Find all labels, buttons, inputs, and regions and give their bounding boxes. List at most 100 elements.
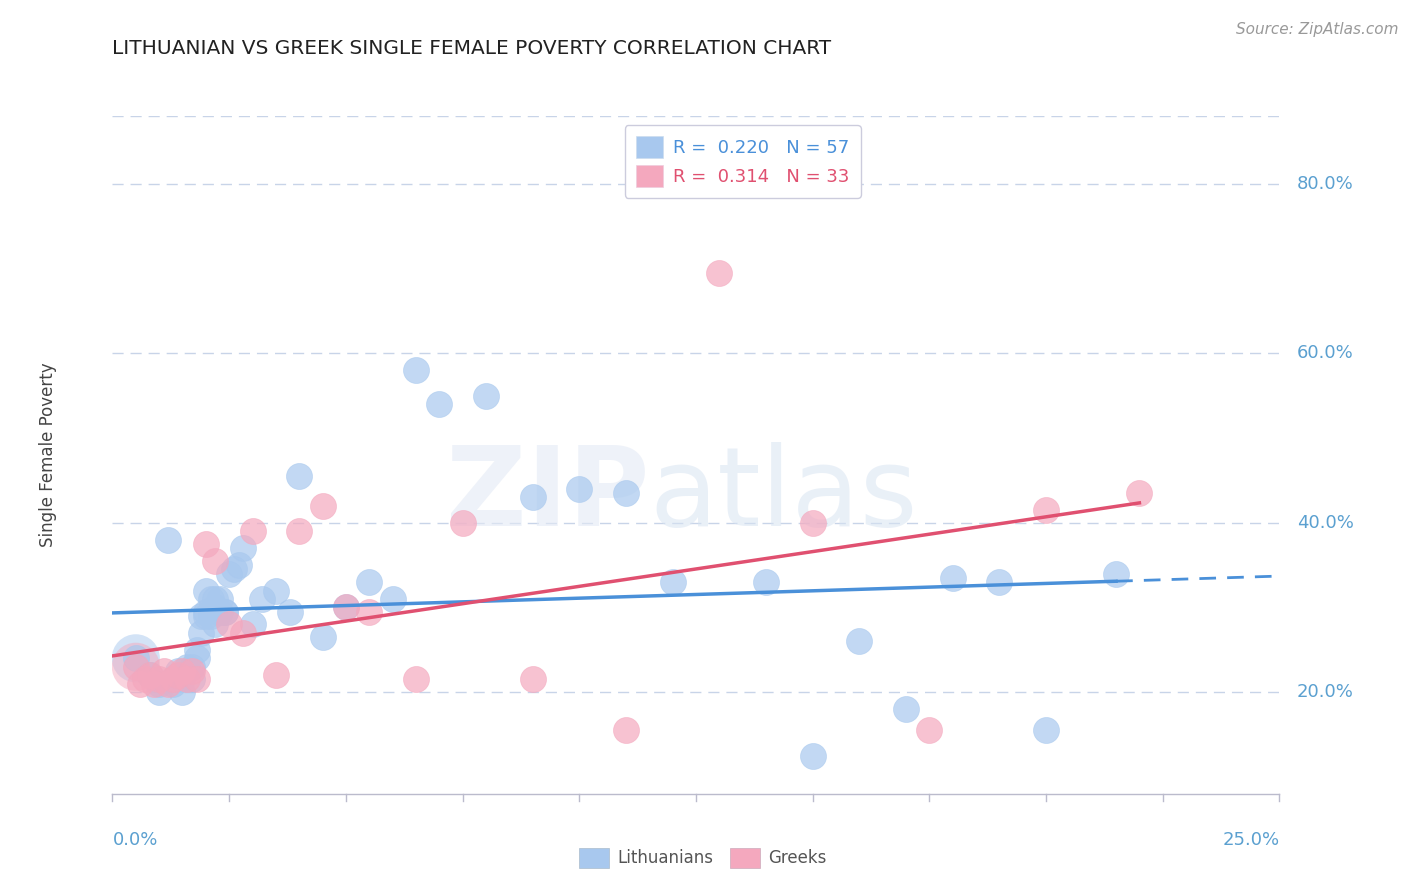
Point	[190, 609, 212, 624]
Point	[250, 592, 273, 607]
Text: Single Female Poverty: Single Female Poverty	[39, 363, 58, 547]
Point	[166, 664, 188, 678]
Point	[200, 609, 222, 624]
Point	[359, 605, 381, 619]
Point	[381, 592, 404, 607]
Point	[755, 574, 778, 589]
Text: Source: ZipAtlas.com: Source: ZipAtlas.com	[1236, 22, 1399, 37]
Point	[204, 592, 226, 607]
Point	[427, 397, 450, 411]
Point	[148, 685, 170, 699]
Point	[162, 676, 184, 690]
Point	[288, 469, 311, 483]
Point	[614, 486, 637, 500]
Point	[451, 516, 474, 530]
Point	[162, 673, 184, 687]
Point	[918, 723, 941, 738]
Point	[180, 673, 202, 687]
Point	[228, 558, 250, 573]
Text: 25.0%: 25.0%	[1222, 831, 1279, 849]
Point	[568, 482, 591, 496]
Point	[1105, 566, 1128, 581]
Point	[180, 664, 202, 678]
Point	[264, 668, 287, 682]
Point	[166, 668, 188, 682]
Point	[222, 562, 245, 576]
Point	[475, 389, 498, 403]
Point	[208, 605, 231, 619]
Point	[190, 626, 212, 640]
Point	[288, 524, 311, 539]
Point	[194, 583, 217, 598]
Text: atlas: atlas	[650, 442, 918, 549]
Point	[186, 642, 208, 657]
Text: 60.0%: 60.0%	[1296, 344, 1354, 362]
Point	[204, 617, 226, 632]
Point	[172, 685, 194, 699]
Point	[125, 651, 148, 665]
Point	[242, 524, 264, 539]
Point	[278, 605, 301, 619]
Point	[801, 748, 824, 763]
Point	[200, 592, 222, 607]
Point	[218, 566, 240, 581]
Point	[180, 660, 202, 674]
Text: 40.0%: 40.0%	[1296, 514, 1354, 532]
Point	[709, 266, 731, 280]
Point	[218, 617, 240, 632]
Point	[176, 673, 198, 687]
Point	[172, 673, 194, 687]
Point	[204, 600, 226, 615]
Point	[522, 673, 544, 687]
Point	[125, 660, 148, 674]
Point	[186, 673, 208, 687]
Point	[139, 668, 162, 682]
Point	[194, 537, 217, 551]
Text: LITHUANIAN VS GREEK SINGLE FEMALE POVERTY CORRELATION CHART: LITHUANIAN VS GREEK SINGLE FEMALE POVERT…	[112, 39, 831, 58]
Point	[204, 554, 226, 568]
Point	[942, 571, 965, 585]
Point	[194, 605, 217, 619]
Point	[335, 600, 357, 615]
Point	[134, 673, 156, 687]
Point	[208, 592, 231, 607]
Point	[129, 676, 152, 690]
Point	[143, 676, 166, 690]
Point	[405, 673, 427, 687]
Text: 80.0%: 80.0%	[1296, 175, 1354, 193]
Point	[848, 634, 870, 648]
Point	[522, 490, 544, 504]
Point	[214, 605, 236, 619]
Point	[1035, 723, 1057, 738]
Point	[359, 574, 381, 589]
Point	[614, 723, 637, 738]
Point	[153, 664, 176, 678]
Point	[335, 600, 357, 615]
Point	[176, 660, 198, 674]
Point	[194, 609, 217, 624]
Text: ZIP: ZIP	[446, 442, 650, 549]
Point	[186, 651, 208, 665]
Point	[264, 583, 287, 598]
Point	[311, 630, 333, 644]
Point	[162, 673, 184, 687]
Point	[125, 660, 148, 674]
Point	[988, 574, 1011, 589]
Point	[172, 664, 194, 678]
Point	[1128, 486, 1150, 500]
Text: 0.0%: 0.0%	[112, 831, 157, 849]
Legend: R =  0.220   N = 57, R =  0.314   N = 33: R = 0.220 N = 57, R = 0.314 N = 33	[624, 125, 860, 198]
Point	[125, 651, 148, 665]
Legend: Lithuanians, Greeks: Lithuanians, Greeks	[572, 841, 834, 875]
Point	[214, 605, 236, 619]
Text: 20.0%: 20.0%	[1296, 683, 1354, 701]
Point	[148, 673, 170, 687]
Point	[157, 676, 180, 690]
Point	[661, 574, 683, 589]
Point	[148, 676, 170, 690]
Point	[157, 533, 180, 547]
Point	[232, 541, 254, 555]
Point	[139, 668, 162, 682]
Point	[242, 617, 264, 632]
Point	[894, 702, 917, 716]
